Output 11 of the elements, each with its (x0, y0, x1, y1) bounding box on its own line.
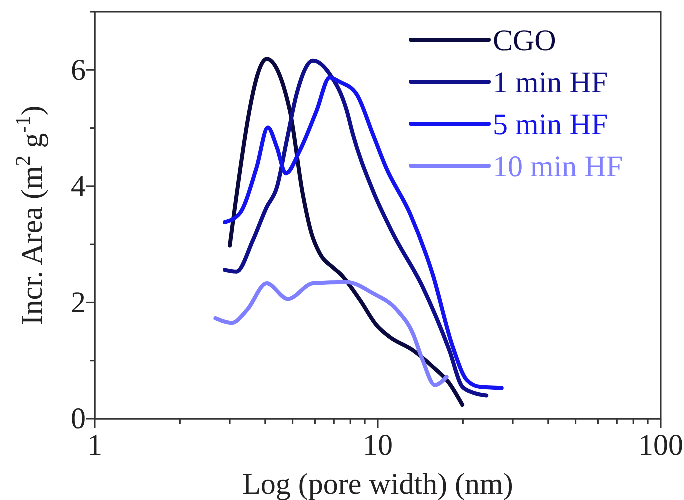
legend-label: CGO (493, 24, 556, 58)
y-tick-label: 0 (71, 402, 86, 436)
y-tick-label: 4 (71, 170, 86, 204)
x-tick-label: 10 (363, 429, 393, 462)
x-tick-label: 1 (88, 429, 102, 462)
legend-label: 1 min HF (493, 66, 608, 100)
y-tick-label: 2 (71, 286, 86, 320)
legend-label: 10 min HF (493, 150, 624, 184)
x-tick-label: 100 (638, 429, 684, 462)
y-tick-label: 6 (71, 54, 86, 87)
legend-label: 5 min HF (493, 108, 608, 142)
